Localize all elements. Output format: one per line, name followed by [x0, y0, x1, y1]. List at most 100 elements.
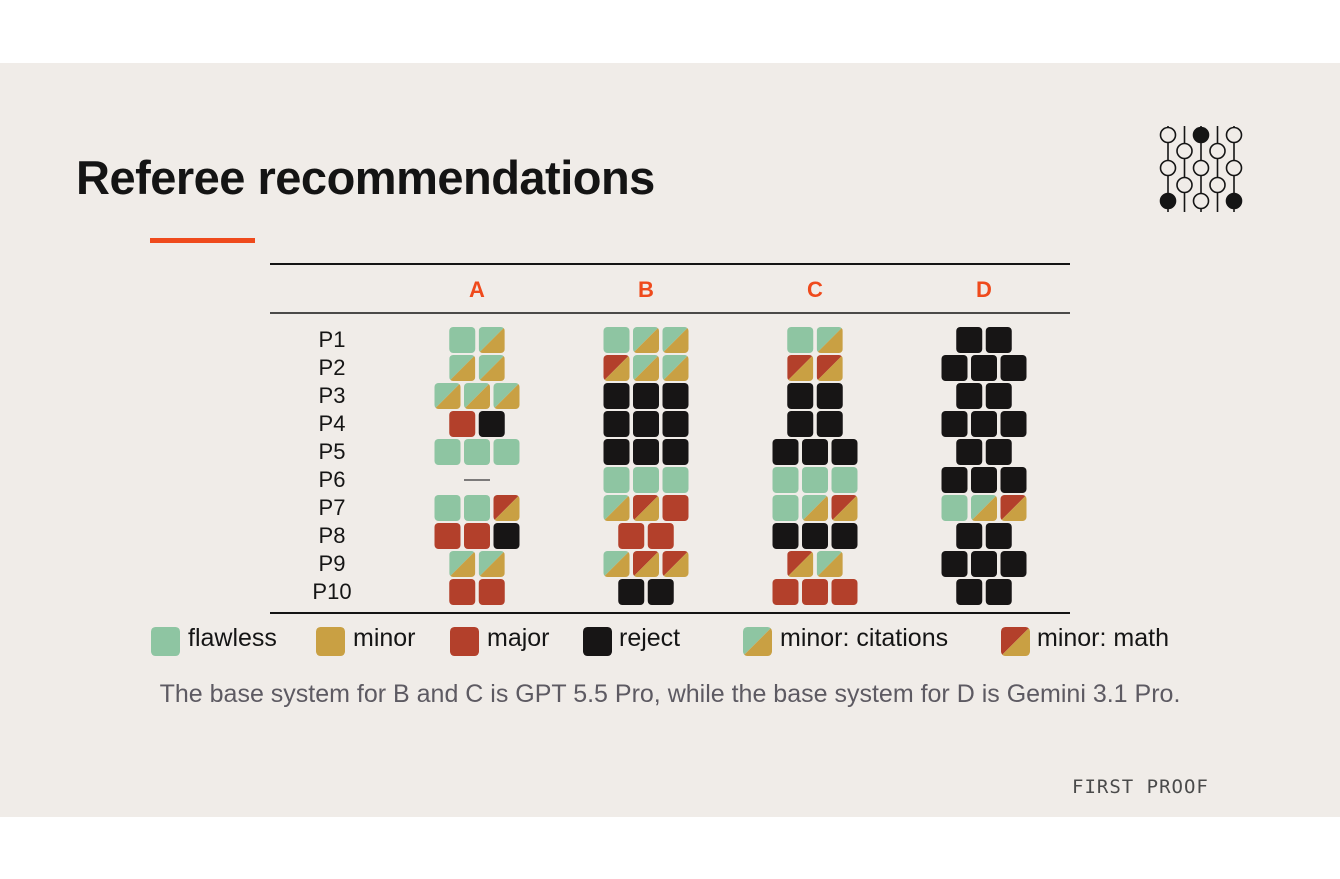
cell-a-p5-flawless	[464, 439, 490, 465]
cell-d-p6-reject	[1000, 467, 1027, 493]
row-label-p1: P1	[319, 327, 346, 352]
cell-d-p1-reject	[985, 327, 1012, 353]
column-header-a: A	[469, 277, 485, 302]
cell-d-p8-reject	[985, 523, 1012, 549]
cell-b-p7-minor_citations	[603, 495, 630, 521]
cell-d-p2-reject	[941, 355, 968, 381]
legend-label-minor: minor	[353, 624, 416, 652]
cell-b-p8-major	[618, 523, 645, 549]
cell-a-p9-minor_citations	[478, 551, 505, 577]
cell-b-p2-minor_citations	[633, 355, 659, 381]
cell-c-p8-reject	[802, 523, 828, 549]
cell-c-p3-reject	[787, 383, 814, 409]
cell-a-p5-flawless	[493, 439, 520, 465]
cell-c-p4-reject	[816, 411, 843, 437]
legend-swatch-flawless	[151, 627, 180, 656]
cell-d-p7-minor_citations	[971, 495, 997, 521]
cell-b-p4-reject	[633, 411, 659, 437]
title-underline	[150, 238, 255, 243]
cell-b-p6-flawless	[603, 467, 630, 493]
cell-c-p10-major	[831, 579, 858, 605]
cell-d-p3-reject	[956, 383, 983, 409]
cell-a-p7-minor_math	[493, 495, 520, 521]
cell-a-p5-flawless	[434, 439, 461, 465]
cell-c-p6-flawless	[772, 467, 799, 493]
legend-swatch-minor-citations	[743, 627, 772, 656]
cell-b-p5-reject	[603, 439, 630, 465]
cell-c-p6-flawless	[802, 467, 828, 493]
cell-d-p6-reject	[941, 467, 968, 493]
cell-a-p7-flawless	[464, 495, 490, 521]
cell-c-p8-reject	[772, 523, 799, 549]
cell-b-p2-minor_citations	[662, 355, 689, 381]
cell-a-p10-major	[449, 579, 476, 605]
cell-b-p8-major	[647, 523, 674, 549]
cell-d-p5-reject	[956, 439, 983, 465]
footer-brand: FIRST PROOF	[1072, 776, 1209, 798]
cell-c-p2-minor_math	[816, 355, 843, 381]
cell-c-p2-minor_math	[787, 355, 814, 381]
cell-c-p9-minor_math	[787, 551, 814, 577]
cell-a-p1-minor_citations	[478, 327, 505, 353]
cell-a-p4-reject	[478, 411, 505, 437]
cell-b-p7-minor_math	[633, 495, 659, 521]
cell-b-p1-flawless	[603, 327, 630, 353]
legend-label-minor-math: minor: math	[1037, 624, 1169, 652]
cell-b-p3-reject	[662, 383, 689, 409]
legend-swatch-major	[450, 627, 479, 656]
cell-c-p4-reject	[787, 411, 814, 437]
cell-c-p6-flawless	[831, 467, 858, 493]
cell-c-p1-minor_citations	[816, 327, 843, 353]
cell-d-p7-minor_math	[1000, 495, 1027, 521]
legend-label-minor-citations: minor: citations	[780, 624, 949, 652]
row-label-p3: P3	[319, 383, 346, 408]
cell-a-p2-minor_citations	[449, 355, 476, 381]
cell-c-p7-minor_math	[831, 495, 858, 521]
cell-c-p1-flawless	[787, 327, 814, 353]
cell-a-p8-reject	[493, 523, 520, 549]
cell-d-p8-reject	[956, 523, 983, 549]
cell-a-p2-minor_citations	[478, 355, 505, 381]
cell-c-p8-reject	[831, 523, 858, 549]
cell-a-p1-flawless	[449, 327, 476, 353]
cell-a-p3-minor_citations	[493, 383, 520, 409]
cell-b-p5-reject	[662, 439, 689, 465]
row-label-p7: P7	[319, 495, 346, 520]
cell-a-p8-major	[434, 523, 461, 549]
cell-c-p5-reject	[802, 439, 828, 465]
cell-d-p10-reject	[985, 579, 1012, 605]
cell-d-p2-reject	[1000, 355, 1027, 381]
cell-b-p9-minor_math	[633, 551, 659, 577]
cell-c-p10-major	[772, 579, 799, 605]
cell-d-p3-reject	[985, 383, 1012, 409]
legend-label-major: major	[487, 624, 550, 652]
cell-b-p3-reject	[633, 383, 659, 409]
row-label-p2: P2	[319, 355, 346, 380]
cell-b-p10-reject	[618, 579, 645, 605]
cell-b-p6-flawless	[633, 467, 659, 493]
cell-a-p3-minor_citations	[464, 383, 490, 409]
legend-label-flawless: flawless	[188, 624, 277, 652]
cell-b-p1-minor_citations	[633, 327, 659, 353]
cell-c-p3-reject	[816, 383, 843, 409]
cell-d-p4-reject	[971, 411, 997, 437]
cell-d-p7-flawless	[941, 495, 968, 521]
cell-b-p3-reject	[603, 383, 630, 409]
row-label-p4: P4	[319, 411, 346, 436]
cell-b-p6-flawless	[662, 467, 689, 493]
cell-b-p5-reject	[633, 439, 659, 465]
cell-a-p10-major	[478, 579, 505, 605]
cell-c-p7-flawless	[772, 495, 799, 521]
row-label-p6: P6	[319, 467, 346, 492]
cell-b-p4-reject	[662, 411, 689, 437]
cell-b-p10-reject	[647, 579, 674, 605]
caption: The base system for B and C is GPT 5.5 P…	[159, 680, 1181, 708]
cell-b-p2-minor_math	[603, 355, 630, 381]
cell-b-p9-minor_citations	[603, 551, 630, 577]
cell-d-p9-reject	[1000, 551, 1027, 577]
cell-a-p9-minor_citations	[449, 551, 476, 577]
legend-swatch-minor	[316, 627, 345, 656]
row-label-p10: P10	[312, 579, 351, 604]
cell-a-p8-major	[464, 523, 490, 549]
cell-d-p9-reject	[971, 551, 997, 577]
